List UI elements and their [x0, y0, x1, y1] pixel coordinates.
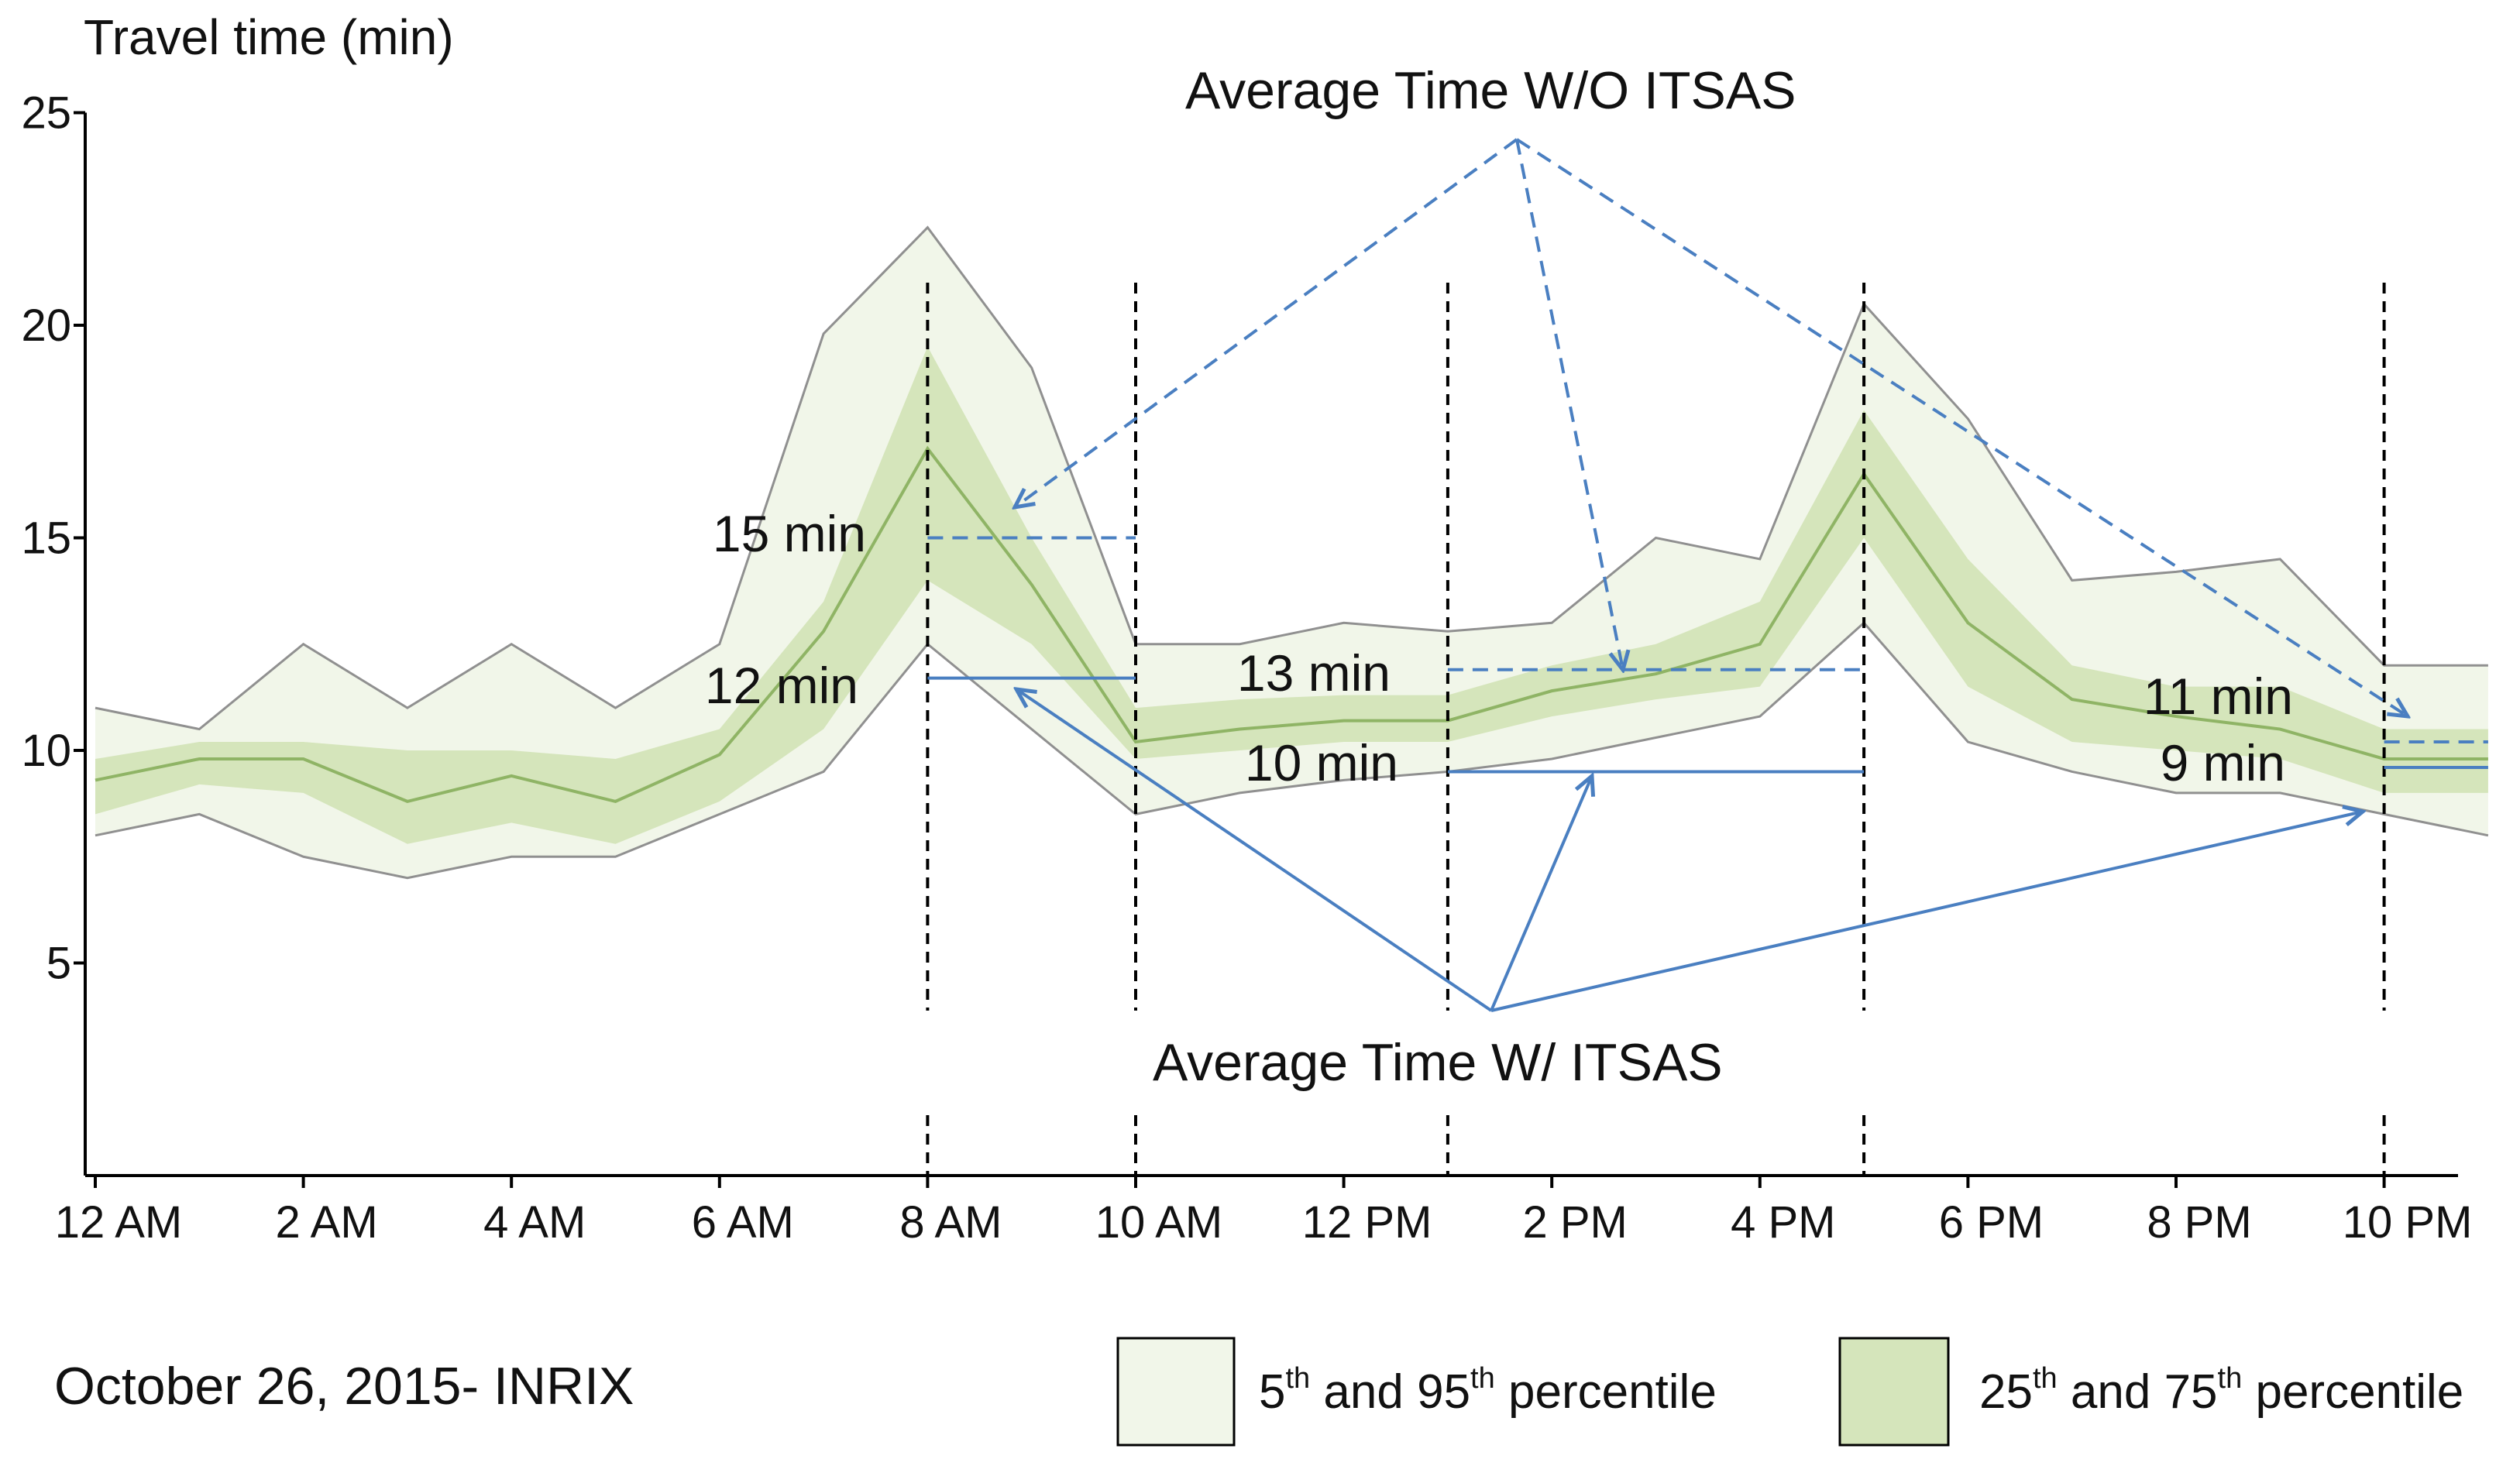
source-label: October 26, 2015- INRIX: [54, 1357, 634, 1416]
callout-arrow-with-itsas: [1016, 689, 1493, 1012]
period-value-label: 10 min: [1245, 734, 1398, 791]
with-itsas-label: Average Time W/ ITSAS: [1153, 1033, 1723, 1092]
x-tick-label: 12 AM: [55, 1197, 182, 1248]
x-tick-label: 6 PM: [1939, 1197, 2044, 1248]
line-95th-percentile: [95, 225, 2488, 731]
without-itsas-label: Average Time W/O ITSAS: [1185, 61, 1796, 120]
legend-swatch-outer: [1116, 1337, 1236, 1447]
callout-arrow-without-itsas: [1515, 139, 1623, 670]
callout-arrow-without-itsas: [1015, 138, 1518, 507]
callout-arrow-without-itsas: [1515, 138, 2408, 716]
x-tick-label: 8 PM: [2147, 1197, 2251, 1248]
x-tick-label: 10 PM: [2343, 1197, 2473, 1248]
x-tick-label: 2 AM: [276, 1197, 378, 1248]
band-25-75: [95, 346, 2488, 844]
callout-arrow-with-itsas: [1490, 776, 1592, 1011]
period-value-label: 13 min: [1237, 644, 1391, 702]
y-tick-label: 10: [21, 726, 71, 776]
band-5-95: [95, 227, 2488, 878]
y-axis-title: Travel time (min): [84, 9, 454, 65]
x-tick-label: 2 PM: [1523, 1197, 1628, 1248]
period-value-label: 9 min: [2161, 734, 2285, 791]
x-tick-label: 4 PM: [1731, 1197, 1835, 1248]
y-tick-label: 15: [21, 513, 71, 564]
x-tick-label: 8 AM: [899, 1197, 1002, 1248]
callout-arrow-with-itsas: [1490, 812, 2363, 1012]
x-tick-label: 12 PM: [1302, 1197, 1432, 1248]
x-tick-label: 10 AM: [1095, 1197, 1222, 1248]
y-tick-label: 25: [21, 88, 71, 139]
legend-label-inner: 25th and 75th percentile: [1979, 1362, 2463, 1419]
legend-swatch-inner: [1838, 1337, 1950, 1447]
line-5th-percentile: [95, 621, 2489, 880]
legend-label-outer: 5th and 95th percentile: [1259, 1362, 1717, 1419]
x-tick-label: 4 AM: [483, 1197, 586, 1248]
legend: 5th and 95th percentile 25th and 75th pe…: [1116, 1337, 2463, 1447]
x-tick-label: 6 AM: [692, 1197, 794, 1248]
period-value-label: 12 min: [705, 657, 858, 714]
y-tick-label: 5: [46, 939, 71, 989]
line-median: [95, 445, 2488, 803]
period-value-label: 15 min: [713, 505, 866, 562]
y-tick-label: 20: [21, 300, 71, 351]
period-value-label: 11 min: [2144, 668, 2293, 725]
